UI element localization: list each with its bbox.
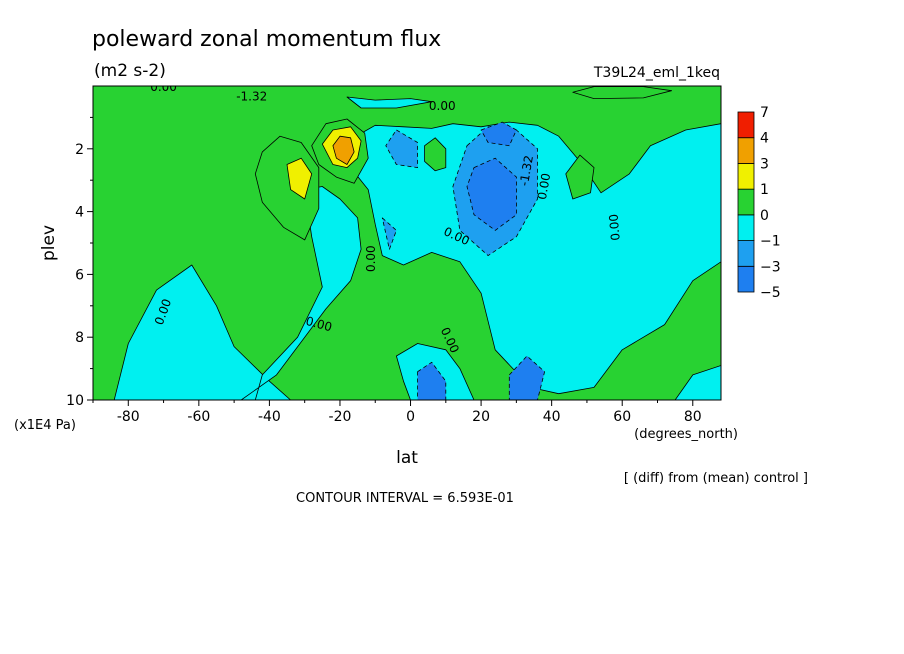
contour-region [286,157,313,200]
chart-units: (m2 s-2) [94,61,166,81]
x-tick-label: -20 [329,409,352,425]
colorbar-label: 1 [760,182,769,198]
colorbar-label: −3 [760,259,781,275]
contour-region [466,157,517,231]
y-tick-label: 8 [75,330,84,346]
x-axis-units: (degrees_north) [634,427,738,442]
contour-labels: 0.00 0.000.000.000.00 0.000.000.000.00-1.3… [150,80,623,355]
colorbar-label: −1 [760,234,781,250]
contour-region [240,186,362,400]
contour-region [350,121,721,395]
contour-label: 0.00 [304,314,333,334]
x-tick-label: -60 [187,409,210,425]
x-axis: -80 -60 -40 -20 0 20 40 60 80 [92,400,702,425]
y-tick-label: 2 [75,142,84,158]
colorbar-label: 7 [760,105,769,121]
x-tick-label: 80 [684,409,702,425]
contour-label: 0.00 [429,99,456,113]
y-tick-label: 6 [75,267,84,283]
x-tick-label: -80 [117,409,140,425]
contour-region [565,154,595,200]
colorbar-swatch [737,240,755,267]
chart-title: poleward zonal momentum flux [92,27,441,52]
plot-area: 0.00 0.000.000.000.00 0.000.000.000.00-1.3… [93,80,721,400]
colorbar-swatch [737,265,755,293]
contour-label: 0.00 [150,80,177,94]
contour-region [480,121,517,147]
x-tick-label: 40 [543,409,561,425]
colorbar-swatch [737,214,755,241]
contour-region [381,217,397,250]
x-axis-label: lat [396,448,418,468]
y-axis-units: (x1E4 Pa) [14,418,76,433]
contour-region [332,135,355,165]
contour-interval: CONTOUR INTERVAL = 6.593E-01 [296,491,514,506]
filled-contour-regions [93,86,721,400]
contour-label: -1.32 [236,89,267,103]
colorbar-swatch [737,188,755,216]
colorbar-label: −5 [760,285,781,301]
y-tick-label: 10 [66,393,84,409]
x-tick-label: 0 [406,409,415,425]
x-tick-label: -40 [258,409,281,425]
contour-label: 0.00 [607,213,623,241]
contour-label: -1.32 [517,154,536,187]
dataset-label: T39L24_eml_1keq [593,65,720,81]
diff-note: [ (diff) from (mean) control ] [624,471,808,486]
contour-region [424,137,447,172]
contour-label: 0.00 [535,172,553,201]
y-tick-label: 4 [75,205,84,221]
contour-region [417,361,447,400]
colorbar-label: 3 [760,156,769,172]
contour-region [572,86,672,99]
contour-region [385,129,419,169]
colorbar-label: 4 [760,131,769,147]
colorbar-label: 0 [760,208,769,224]
contour-label: 0.00 [364,245,378,272]
contour-region [346,96,433,109]
x-tick-label: 60 [613,409,631,425]
colorbar-legend: 7 4 3 1 0 −1 −3 −5 [737,105,781,301]
contour-region [508,355,545,400]
contour-region [674,365,721,400]
contour-region [93,264,292,400]
y-axis: 2 4 6 8 10 [66,116,93,409]
colorbar-swatch [737,137,755,164]
colorbar-swatch [737,111,755,139]
x-tick-label: 20 [472,409,490,425]
y-axis-label: plev [39,225,59,261]
colorbar-swatch [737,163,755,190]
